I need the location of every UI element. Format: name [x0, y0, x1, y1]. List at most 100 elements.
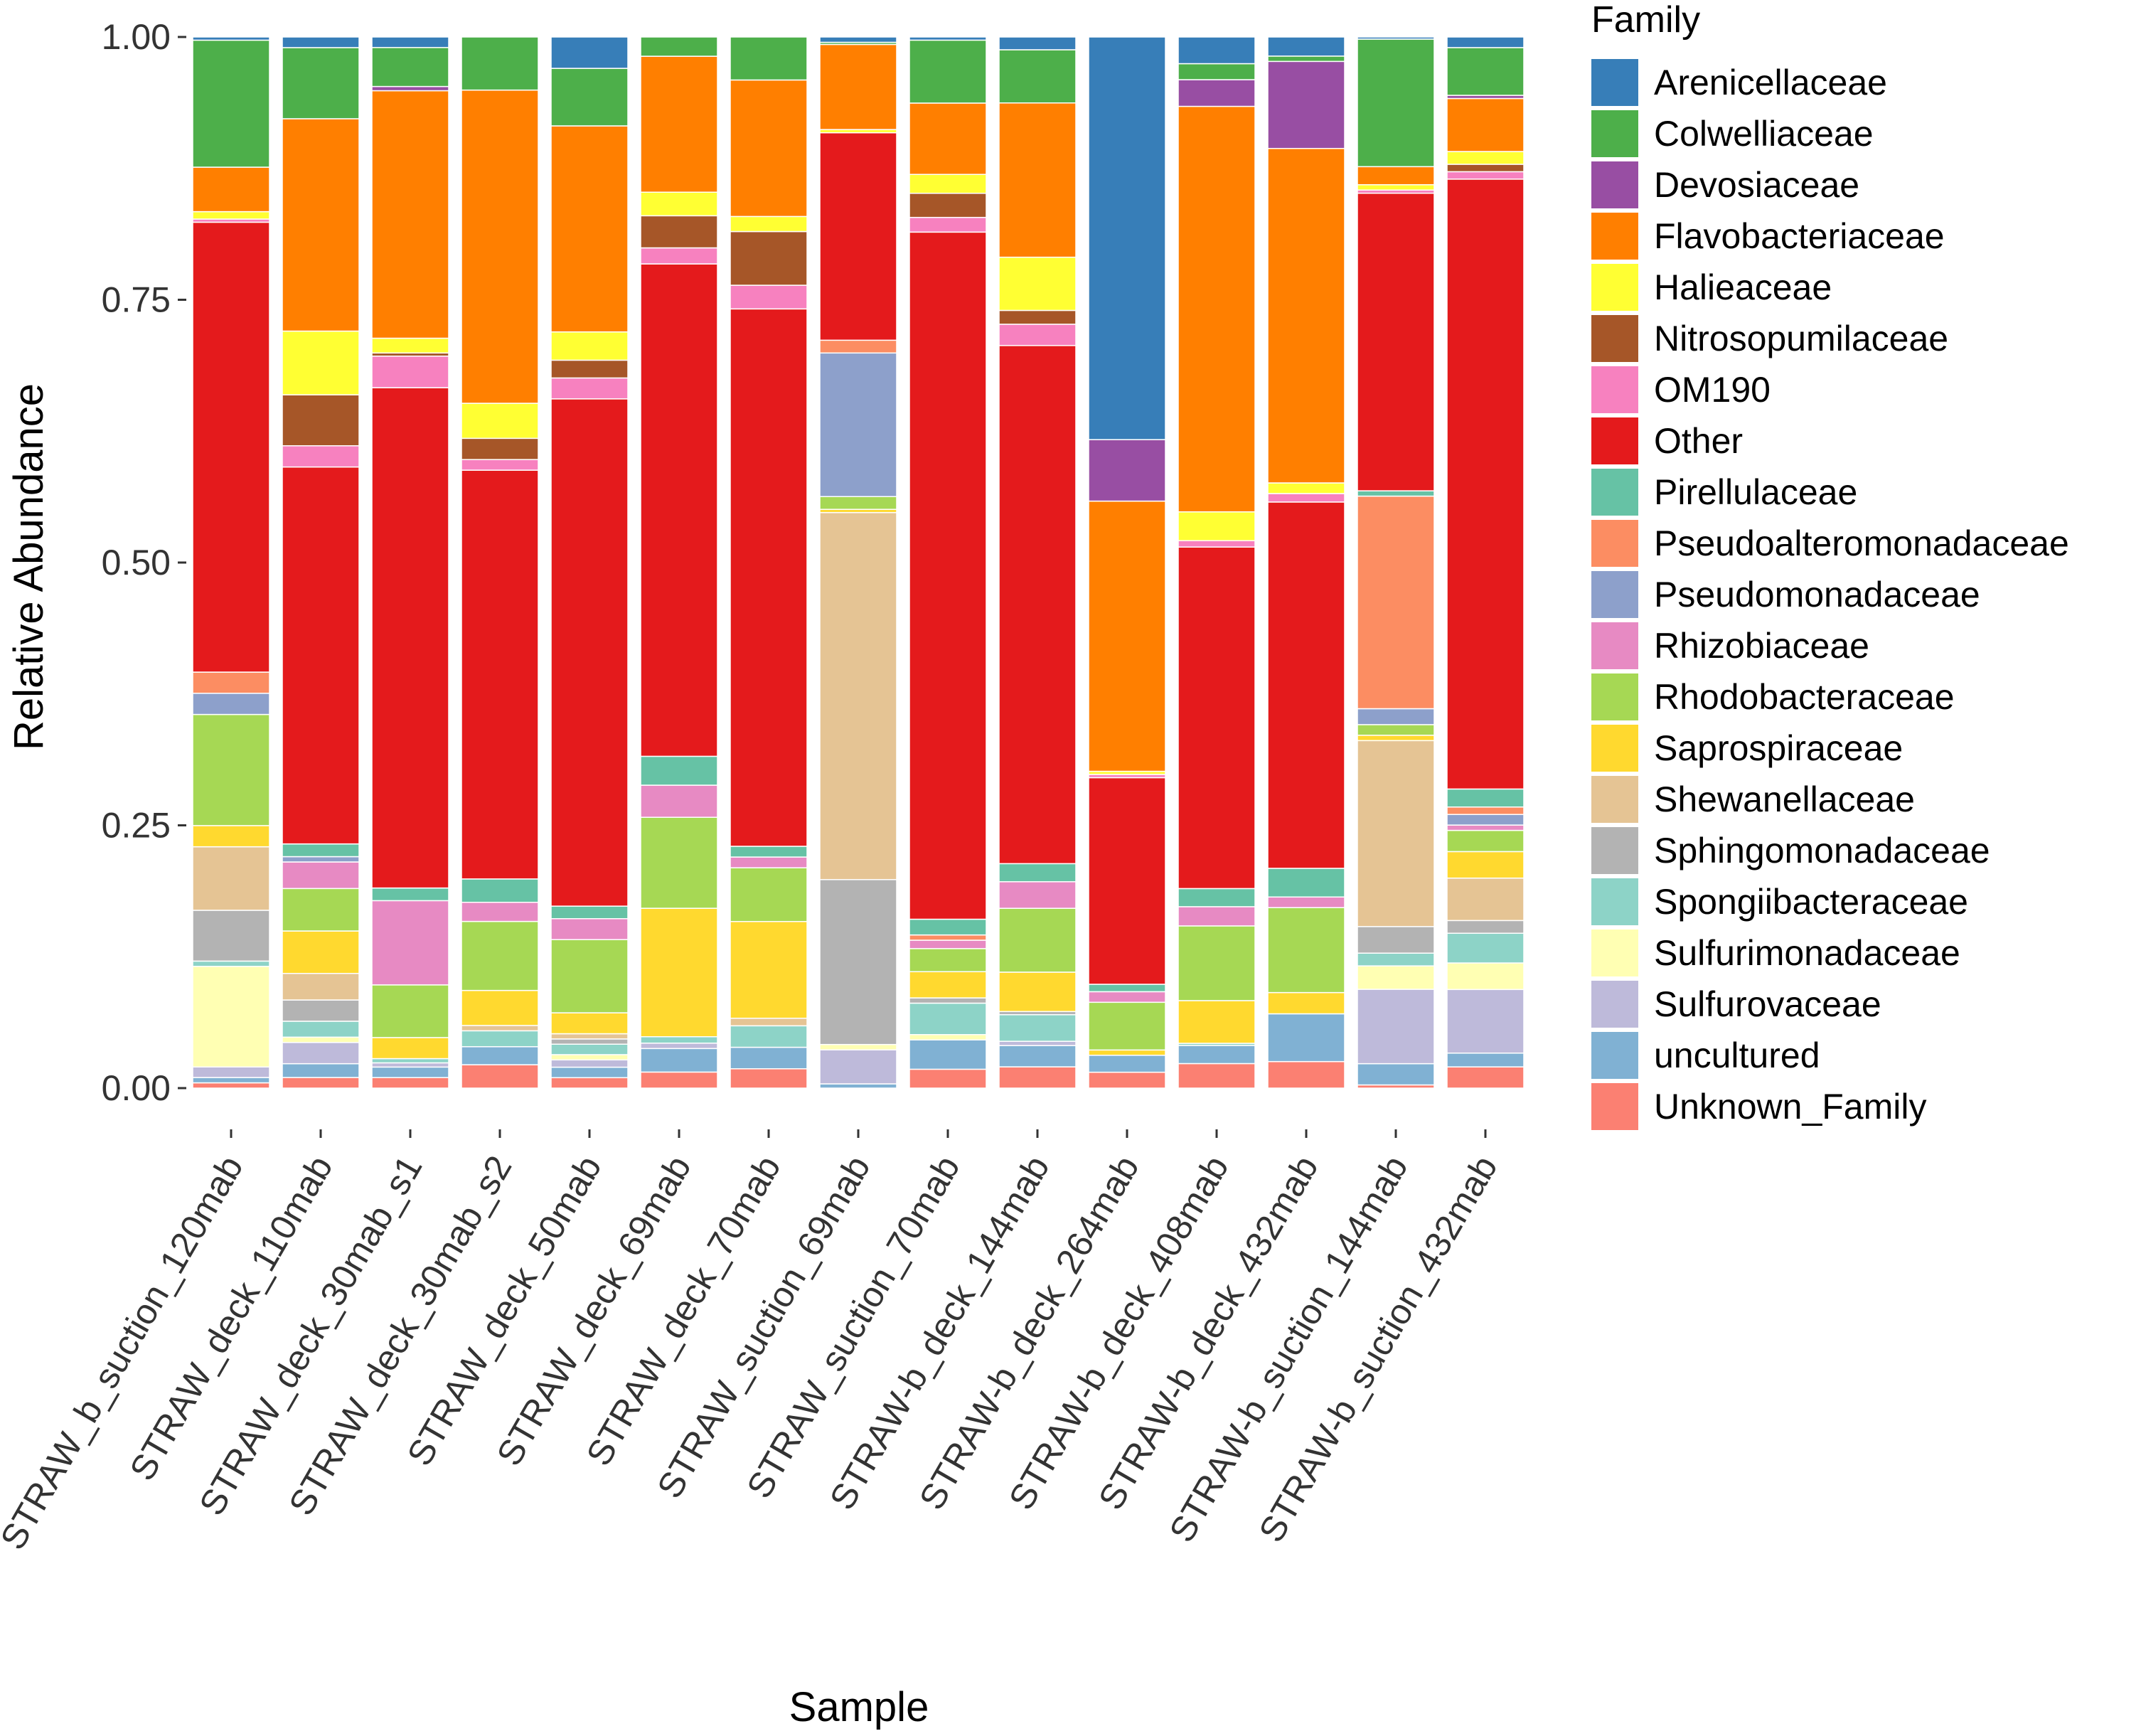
legend-swatch: [1591, 59, 1638, 106]
bar-segment: [1267, 868, 1345, 898]
legend-label: Colwelliaceae: [1654, 114, 1874, 154]
bar-segment: [640, 247, 718, 265]
bar-segment: [1357, 166, 1435, 186]
legend-label: Rhizobiaceae: [1654, 626, 1869, 666]
bar-segment: [371, 355, 449, 388]
legend-swatch: [1591, 264, 1638, 311]
bar-segment: [730, 79, 808, 218]
legend-item: uncultured: [1591, 1032, 1820, 1079]
bar-segment: [1446, 989, 1525, 1054]
bar-segment: [1088, 1055, 1166, 1073]
bar-segment: [371, 1062, 449, 1068]
bar-segment: [909, 39, 987, 104]
bar-segment: [192, 36, 270, 41]
bar-segment: [1178, 540, 1256, 548]
bar-segment: [1446, 36, 1525, 48]
bar-segment: [1267, 36, 1345, 57]
bar-segment: [640, 263, 718, 757]
bar-segment: [461, 878, 539, 903]
bar-segment: [998, 881, 1077, 909]
bar-stack: [1446, 36, 1525, 1089]
bar-segment: [998, 1045, 1077, 1067]
legend-swatch: [1591, 520, 1638, 567]
legend-title: Family: [1591, 0, 1700, 41]
bar-segment: [1357, 1063, 1435, 1086]
bar-segment: [371, 85, 449, 92]
bar-segment: [461, 403, 539, 440]
bar-segment: [909, 997, 987, 1004]
bar-segment: [998, 345, 1077, 865]
bar-segment: [461, 1025, 539, 1032]
legend-label: Pirellulaceae: [1654, 472, 1857, 512]
bar-segment: [461, 469, 539, 880]
bar-segment: [461, 437, 539, 460]
bar-segment: [1446, 962, 1525, 991]
bar-segment: [1088, 991, 1166, 1003]
bar-segment: [1088, 984, 1166, 993]
bar-segment: [730, 230, 808, 286]
legend-label: uncultured: [1654, 1035, 1820, 1075]
plot-area: [192, 36, 1525, 1089]
bar-segment: [1267, 1060, 1345, 1089]
bar-segment: [819, 43, 897, 130]
bar-segment: [1357, 490, 1435, 497]
legend-item: Sulfurovaceae: [1591, 981, 1881, 1028]
bar-stack: [461, 36, 539, 1089]
bar-segment: [461, 989, 539, 1026]
bar-segment: [998, 256, 1077, 311]
bar-segment: [1267, 1013, 1345, 1063]
legend-item: Nitrosopumilaceae: [1591, 315, 1948, 362]
legend-swatch: [1591, 571, 1638, 618]
bar-segment: [282, 856, 360, 863]
y-tick-label: 0.25: [102, 806, 171, 846]
legend-item: Sphingomonadaceae: [1591, 827, 1990, 874]
bar-stack: [998, 36, 1077, 1089]
legend-item: Pseudomonadaceae: [1591, 571, 1980, 618]
bar-segment: [461, 36, 539, 91]
legend-label: Nitrosopumilaceae: [1654, 319, 1948, 358]
bar-segment: [371, 1058, 449, 1064]
legend-swatch: [1591, 725, 1638, 772]
legend-item: Colwelliaceae: [1591, 110, 1874, 157]
legend-swatch: [1591, 213, 1638, 260]
bar-segment: [1267, 55, 1345, 63]
bar-segment: [998, 1040, 1077, 1046]
bar-segment: [819, 352, 897, 498]
bar-segment: [192, 221, 270, 673]
y-tick-label: 0.00: [102, 1068, 171, 1108]
bar-segment: [282, 888, 360, 932]
bar-segment: [1446, 151, 1525, 165]
legend-label: Unknown_Family: [1654, 1087, 1926, 1127]
y-axis: 0.00 0.25 0.50 0.75 1.00: [102, 17, 186, 1108]
bar-segment: [909, 174, 987, 194]
bar-segment: [1357, 708, 1435, 725]
bar-segment: [819, 1043, 897, 1050]
y-tick-label: 0.50: [102, 543, 171, 582]
legend: Family Arenicellaceae Colwelliaceae Devosi…: [1591, 0, 2069, 1130]
bar-segment: [192, 166, 270, 213]
bar-segment: [461, 89, 539, 404]
bar-stack: [192, 36, 270, 1089]
legend-swatch: [1591, 673, 1638, 720]
bar-segment: [192, 39, 270, 168]
legend-swatch: [1591, 930, 1638, 976]
bar-segment: [371, 984, 449, 1038]
bar-stack: [1357, 36, 1435, 1089]
bar-segment: [1446, 1066, 1525, 1089]
legend-swatch: [1591, 110, 1638, 157]
bar-segment: [1446, 920, 1525, 934]
bar-segment: [192, 966, 270, 1067]
bar-segment: [192, 910, 270, 962]
bar-segment: [550, 1066, 629, 1079]
bar-segment: [282, 1036, 360, 1043]
bar-segment: [640, 907, 718, 1038]
bar-segment: [998, 971, 1077, 1013]
bar-segment: [640, 755, 718, 786]
legend-label: Rhodobacteraceae: [1654, 677, 1955, 717]
bar-segment: [550, 359, 629, 379]
bar-segment: [819, 1083, 897, 1089]
bar-segment: [282, 466, 360, 845]
bar-segment: [550, 68, 629, 127]
bar-segment: [730, 215, 808, 233]
bar-segment: [550, 918, 629, 940]
